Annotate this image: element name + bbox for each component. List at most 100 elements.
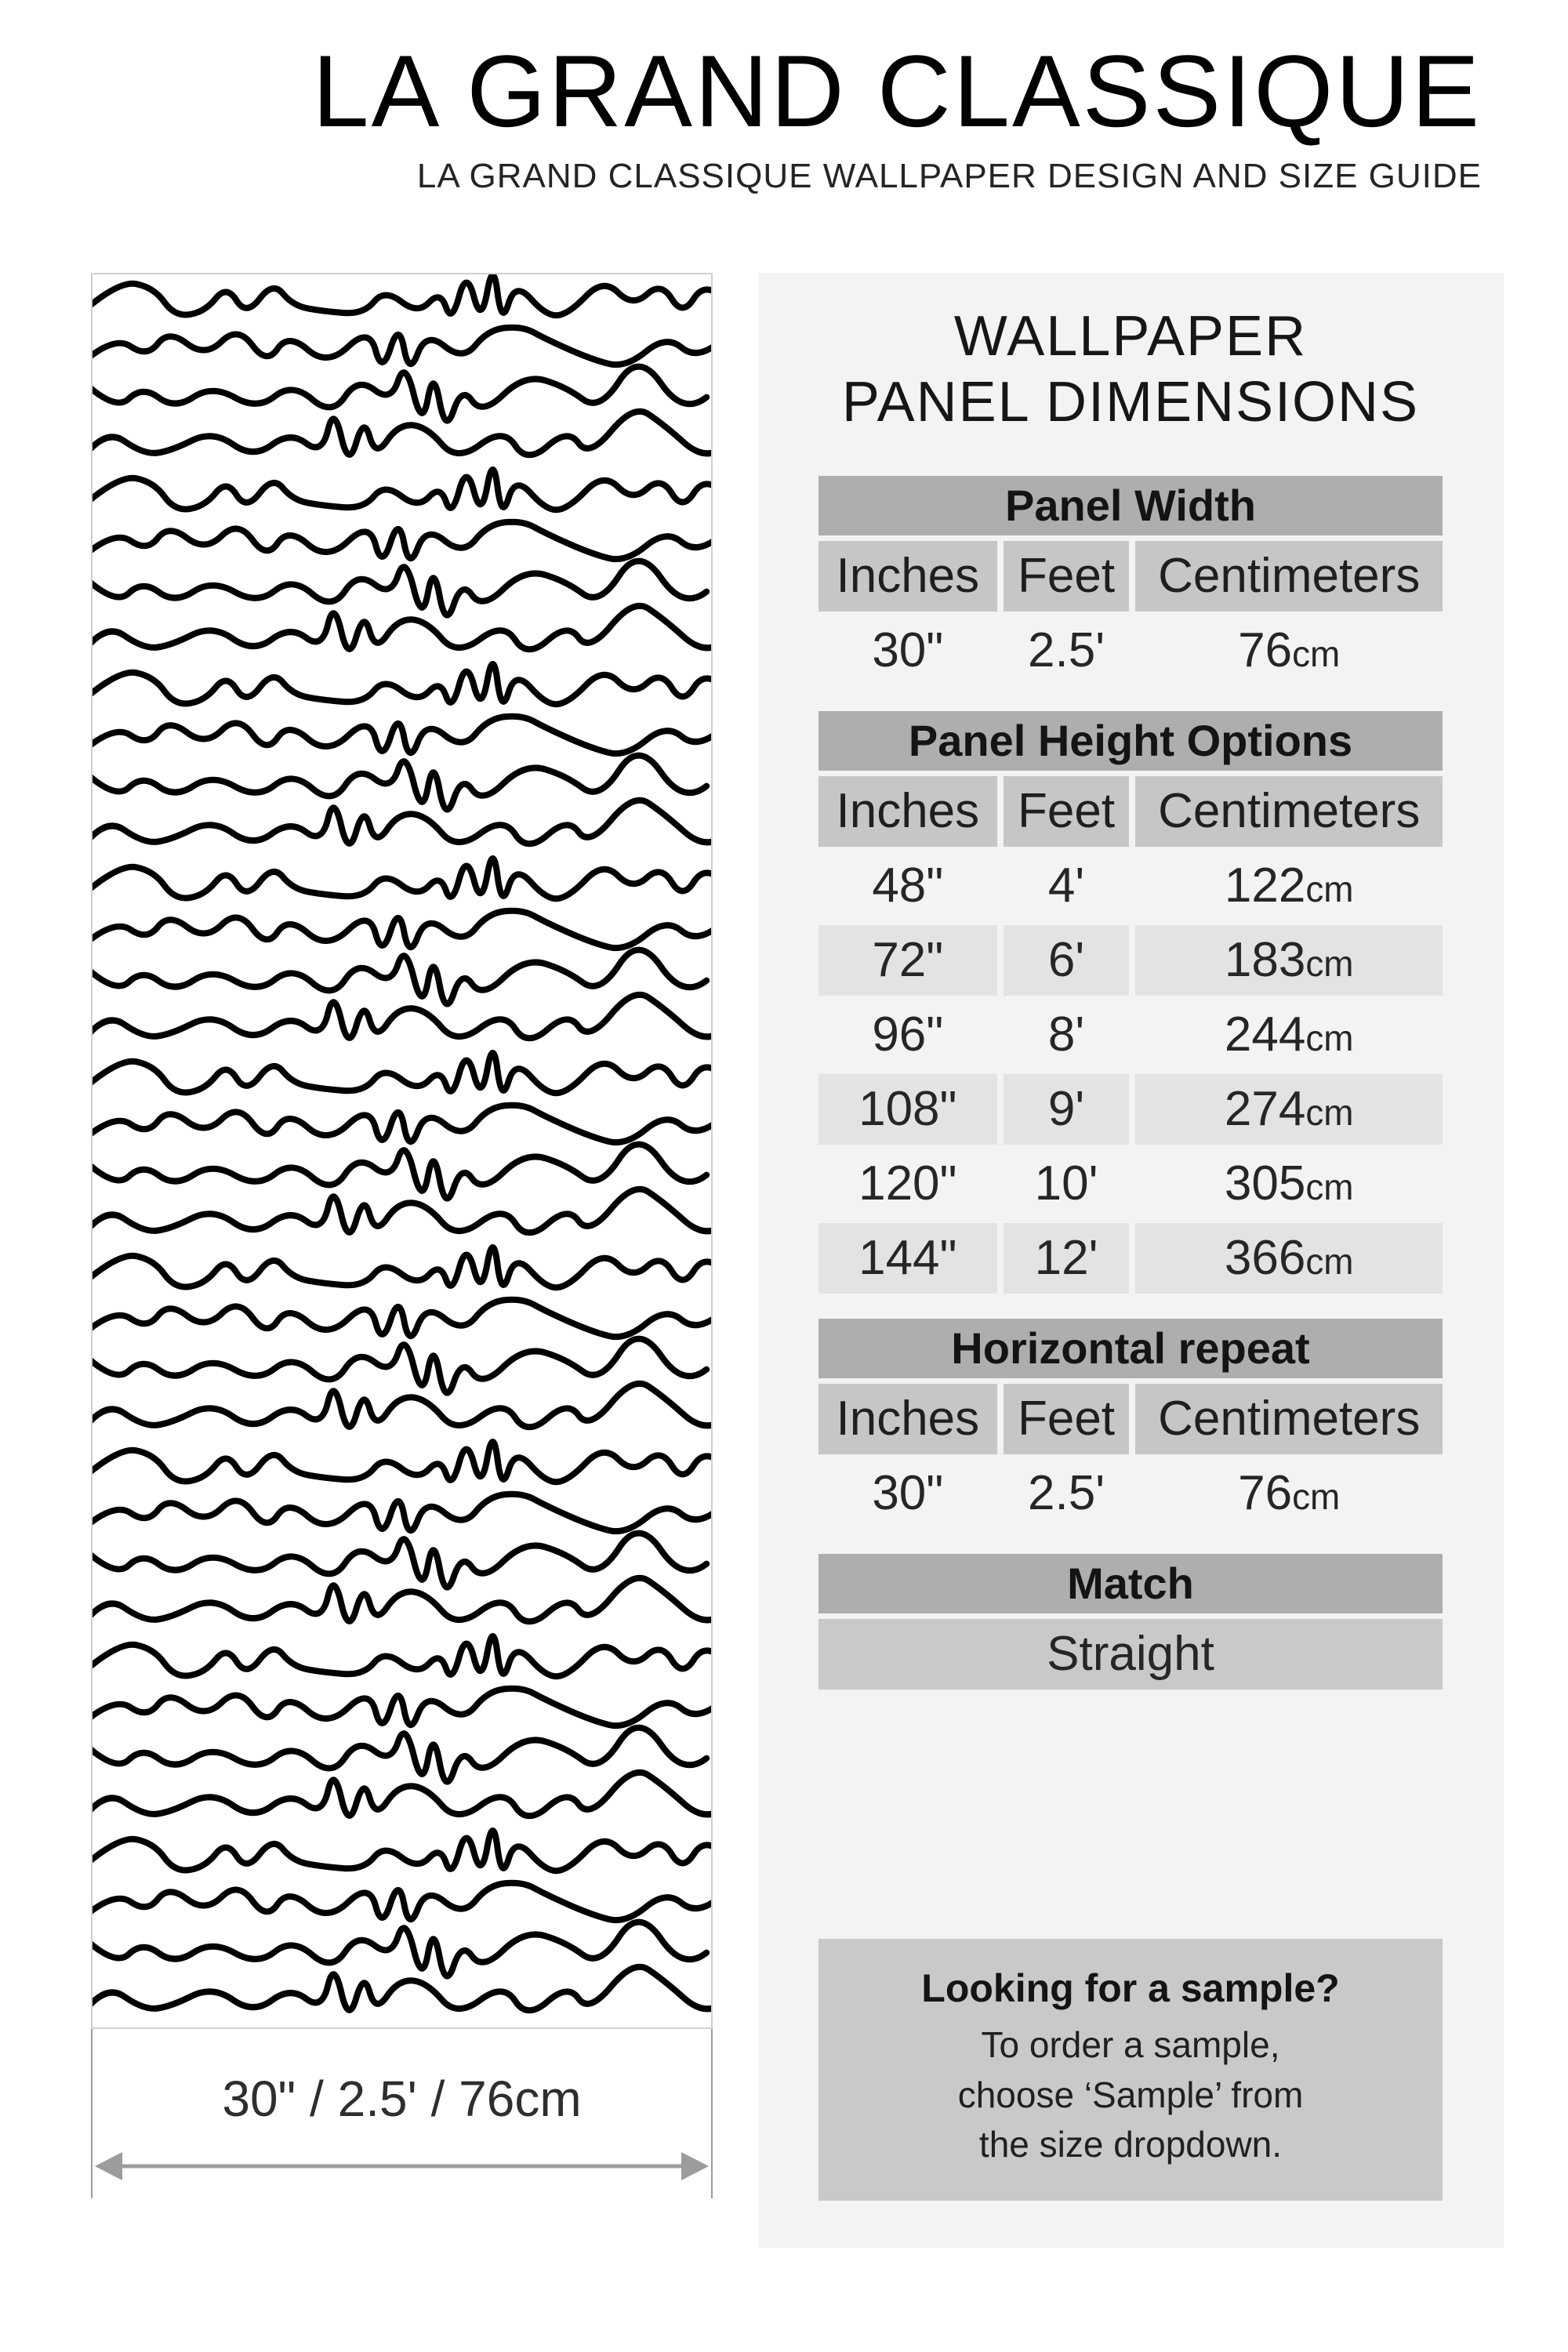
section-match: Match Straight [818,1554,1443,1690]
section-horizontal-repeat: Horizontal repeat Inches Feet Centimeters … [818,1319,1443,1529]
table-row: 72" 6' 183cm [818,925,1443,996]
dimension-value-cell: 8' [1047,1007,1085,1062]
dimension-value-cell: 120" [858,1156,957,1211]
column-header: Inches [818,776,997,848]
panel-width-measurement-label: 30" / 2.5' / 76cm [222,2071,582,2127]
dimension-value-cell: 244cm [1224,1007,1354,1062]
squiggle-row [93,1632,711,1680]
dimensions-heading-line1: WALLPAPER [953,305,1308,368]
section-title: Panel Height Options [818,711,1443,771]
squiggle-row [93,752,710,813]
dimension-value-cell: 122cm [1224,858,1354,913]
column-header: Centimeters [1135,1384,1443,1455]
dimension-value-cell: 72" [818,925,997,996]
table-row: 96" 8' 244cm [818,1000,1443,1070]
squiggle-row [93,946,710,1007]
dimension-value-cell: 4' [1047,858,1085,913]
squiggle-row [93,557,710,619]
squiggle-row [93,466,711,514]
wallpaper-pattern-preview [91,273,713,2029]
sample-info-box: Looking for a sample? To order a sample,… [818,1939,1443,2201]
page-header: LA GRAND CLASSIQUE LA GRAND CLASSIQUE WA… [91,0,1501,273]
column-header: Inches [818,1384,997,1455]
sample-box-line: To order a sample, [981,2024,1280,2066]
dimension-value-cell: 96" [872,1007,944,1062]
dimension-value-cell: 76cm [1238,1466,1341,1521]
squiggle-row [93,1049,711,1097]
measurement-right-tick [711,2029,713,2198]
column-header: Feet [1003,1384,1130,1455]
section-title: Horizontal repeat [818,1319,1443,1379]
section-panel-height-options: Panel Height Options Inches Feet Centimete… [818,711,1443,1294]
pattern-column: 30" / 2.5' / 76cm [91,273,713,2213]
squiggle-row [93,274,711,319]
table-rows: 30" 2.5' 76cm [818,1458,1443,1529]
squiggle-row [93,518,711,563]
section-title: Panel Width [818,476,1443,536]
dimension-value-cell: 366cm [1135,1223,1443,1294]
column-header: Centimeters [1135,776,1443,848]
squiggle-row [93,991,711,1042]
column-header-row: Inches Feet Centimeters [818,1384,1443,1455]
dimension-value-cell: 108" [818,1074,997,1145]
dimension-value-cell: 30" [872,1466,944,1521]
squiggle-row [93,797,711,848]
dimension-value-cell: 2.5' [1028,623,1105,678]
squiggle-row [93,1296,711,1341]
dimensions-heading-line2: PANEL DIMENSIONS [841,370,1420,434]
squiggle-pattern-image [93,274,711,2014]
dimension-value-cell: 10' [1034,1156,1098,1211]
squiggle-row [93,1918,710,1980]
table-rows: 48" 4' 122cm 72" 6' 183cm 96" 8' 244cm 108" 9' 274c… [818,851,1443,1294]
squiggle-row [93,1827,711,1875]
dimension-value-cell: 12' [1003,1223,1130,1294]
squiggle-row [93,1335,710,1396]
squiggle-row [93,1685,711,1730]
squiggle-row [93,1141,710,1202]
dimension-value-cell: 9' [1003,1074,1130,1145]
measurement-left-tick [91,2029,93,2198]
table-rows: 30" 2.5' 76cm [818,615,1443,686]
dimension-value-cell: 30" [872,623,944,678]
dimensions-heading: WALLPAPER PANEL DIMENSIONS [818,304,1443,435]
dimensions-panel: WALLPAPER PANEL DIMENSIONS Panel Width I… [758,273,1504,2249]
squiggle-row [93,1185,711,1236]
width-measurement: 30" / 2.5' / 76cm [91,2029,713,2213]
squiggle-row [93,324,711,368]
dimension-value-cell: 76cm [1238,623,1341,678]
dimension-value-cell: 305cm [1224,1156,1354,1211]
column-header: Feet [1003,776,1130,848]
column-header: Inches [818,541,997,612]
squiggle-row [93,713,711,757]
dimension-value-cell: 6' [1003,925,1130,996]
column-header: Centimeters [1135,541,1443,612]
squiggle-row [93,855,711,902]
squiggle-row [93,907,711,952]
section-title: Match [818,1554,1443,1614]
squiggle-row [93,602,711,653]
table-row: 144" 12' 366cm [818,1223,1443,1294]
content: 30" / 2.5' / 76cm WALLPAPER PANEL DIMENS… [91,273,1568,2249]
column-header: Feet [1003,541,1130,612]
sample-box-line: the size dropdown. [978,2123,1283,2165]
brand-title: LA GRAND CLASSIQUE [312,34,1482,148]
squiggle-row [93,1769,711,1820]
table-row: 30" 2.5' 76cm [818,1458,1443,1529]
section-panel-width: Panel Width Inches Feet Centimeters 30" 2.5… [818,476,1443,686]
match-value: Straight [818,1619,1443,1690]
squiggle-row [93,1438,711,1486]
table-row: 120" 10' 305cm [818,1149,1443,1219]
squiggle-row [93,363,710,424]
squiggle-row [93,1724,710,1785]
sample-box-title: Looking for a sample? [921,1966,1340,2011]
double-headed-arrow-icon [95,2152,709,2180]
squiggle-row [93,1530,710,1591]
table-row: 108" 9' 274cm [818,1074,1443,1145]
squiggle-row [93,1490,711,1535]
table-row: 48" 4' 122cm [818,851,1443,921]
squiggle-row [93,1243,711,1291]
column-header-row: Inches Feet Centimeters [818,541,1443,612]
sample-box-line: choose ‘Sample’ from [957,2074,1304,2115]
table-row: 30" 2.5' 76cm [818,615,1443,686]
